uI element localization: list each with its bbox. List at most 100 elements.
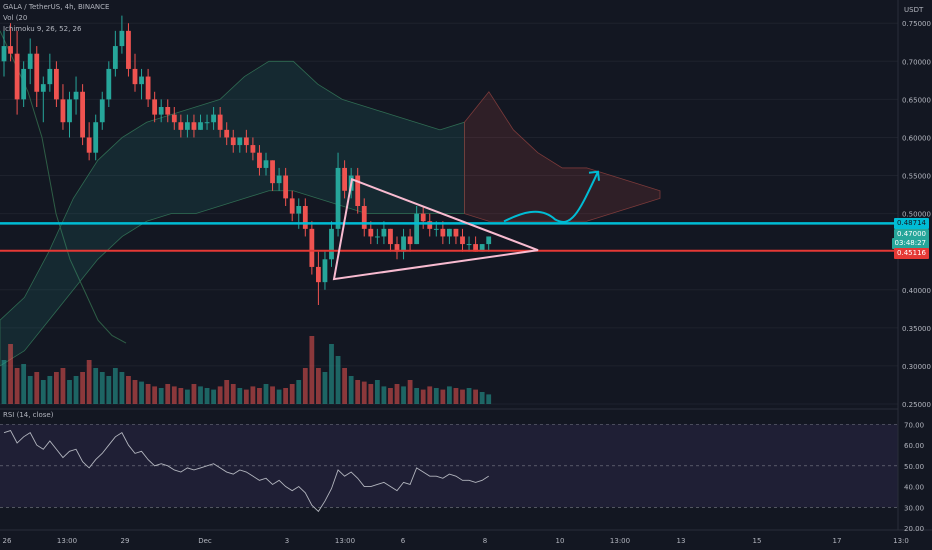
price-tick-label[interactable]: 0.35000 bbox=[902, 325, 931, 333]
price-axis-currency[interactable]: USDT bbox=[904, 6, 924, 14]
time-tick-label[interactable]: 13:00 bbox=[610, 537, 630, 545]
volume-bar bbox=[47, 376, 53, 404]
candle-body bbox=[394, 244, 400, 252]
candle-body bbox=[296, 206, 302, 214]
volume-bar bbox=[40, 380, 46, 404]
volume-bar bbox=[296, 380, 302, 404]
price-tick-label[interactable]: 0.25000 bbox=[902, 401, 931, 409]
volume-bar bbox=[257, 388, 262, 404]
rsi-tick-label[interactable]: 70.00 bbox=[904, 421, 924, 429]
volume-bar bbox=[316, 368, 321, 404]
volume-bar bbox=[198, 386, 203, 404]
volume-bar bbox=[60, 368, 66, 404]
ichimoku-legend[interactable]: Ichimoku 9, 26, 52, 26 bbox=[3, 25, 82, 33]
symbol-legend[interactable]: GALA / TetherUS, 4h, BINANCE bbox=[3, 3, 110, 11]
volume-bar bbox=[8, 344, 13, 404]
rsi-tick-label[interactable]: 50.00 bbox=[904, 463, 924, 471]
volume-bar bbox=[486, 394, 492, 404]
price-tick-label[interactable]: 0.30000 bbox=[902, 363, 931, 371]
volume-bar bbox=[106, 376, 112, 404]
rsi-tick-label[interactable]: 30.00 bbox=[904, 504, 924, 512]
countdown-badge: 03:48:27 bbox=[891, 238, 929, 250]
candle-body bbox=[67, 99, 72, 123]
volume-bar bbox=[224, 380, 230, 404]
volume-bar bbox=[329, 344, 334, 404]
time-tick-label[interactable]: 10 bbox=[556, 537, 565, 545]
price-tick-label[interactable]: 0.65000 bbox=[902, 96, 931, 104]
price-tick-label[interactable]: 0.55000 bbox=[902, 173, 931, 181]
volume-bar bbox=[80, 372, 85, 404]
volume-bar bbox=[348, 376, 354, 404]
candle-body bbox=[302, 206, 308, 229]
candle-body bbox=[158, 107, 164, 115]
rsi-line bbox=[3, 430, 489, 513]
volume-bar bbox=[263, 384, 269, 404]
candle-body bbox=[263, 160, 269, 168]
price-tick-label[interactable]: 0.70000 bbox=[902, 58, 931, 66]
candle-body bbox=[250, 145, 256, 153]
volume-bar bbox=[152, 386, 158, 404]
candle-body bbox=[237, 137, 243, 146]
price-tick-label[interactable]: 0.75000 bbox=[902, 20, 931, 28]
volume-bar bbox=[342, 368, 347, 404]
time-tick-label[interactable]: Dec bbox=[198, 537, 212, 545]
time-tick-label[interactable]: 3 bbox=[285, 537, 289, 545]
rsi-legend[interactable]: RSI (14, close) bbox=[3, 411, 54, 419]
volume-legend[interactable]: Vol (20 bbox=[3, 14, 28, 22]
time-tick-label[interactable]: 29 bbox=[121, 537, 130, 545]
candle-body bbox=[276, 175, 282, 184]
price-tick-label[interactable]: 0.60000 bbox=[902, 134, 931, 142]
time-tick-label[interactable]: 13:00 bbox=[57, 537, 77, 545]
volume-bar bbox=[381, 386, 387, 404]
candle-body bbox=[473, 244, 478, 252]
candle-body bbox=[152, 99, 158, 115]
candle-body bbox=[460, 236, 465, 245]
candle-body bbox=[368, 228, 374, 237]
volume-bar bbox=[93, 368, 99, 404]
price-tick-label[interactable]: 0.50000 bbox=[902, 211, 931, 219]
candle-body bbox=[211, 114, 216, 123]
candle-body bbox=[401, 236, 406, 252]
candle-body bbox=[40, 84, 46, 92]
candle-body bbox=[388, 228, 393, 245]
time-tick-label[interactable]: 8 bbox=[483, 537, 487, 545]
volume-bar bbox=[460, 389, 465, 404]
rsi-tick-label[interactable]: 60.00 bbox=[904, 442, 924, 450]
volume-bar bbox=[158, 388, 164, 404]
time-tick-label[interactable]: 13:00 bbox=[335, 537, 355, 545]
support-price-badge: 0.45116 bbox=[894, 247, 929, 259]
candle-body bbox=[54, 68, 59, 100]
candle-body bbox=[257, 152, 262, 168]
volume-bar bbox=[289, 384, 295, 404]
volume-bar bbox=[440, 389, 446, 404]
candle-body bbox=[99, 99, 105, 123]
candle-body bbox=[361, 206, 367, 229]
candle-body bbox=[479, 244, 485, 252]
volume-bar bbox=[335, 356, 341, 404]
candle-body bbox=[407, 236, 413, 245]
candle-body bbox=[165, 107, 171, 115]
candle-body bbox=[335, 167, 341, 229]
volume-bar bbox=[1, 360, 7, 404]
time-tick-label[interactable]: 13 bbox=[677, 537, 686, 545]
time-tick-label[interactable]: 17 bbox=[833, 537, 842, 545]
price-tick-label[interactable]: 0.40000 bbox=[902, 287, 931, 295]
candle-body bbox=[486, 236, 492, 245]
time-tick-label[interactable]: 13:0 bbox=[893, 537, 909, 545]
candle-body bbox=[171, 114, 177, 123]
candle-body bbox=[185, 122, 190, 130]
candle-body bbox=[14, 53, 20, 100]
rsi-tick-label[interactable]: 20.00 bbox=[904, 525, 924, 533]
forecast-arrow bbox=[503, 171, 599, 223]
candle-body bbox=[230, 137, 236, 146]
time-tick-label[interactable]: 6 bbox=[401, 537, 406, 545]
rsi-tick-label[interactable]: 40.00 bbox=[904, 484, 924, 492]
time-tick-label[interactable]: 15 bbox=[753, 537, 762, 545]
volume-bar bbox=[67, 380, 72, 404]
volume-bar bbox=[322, 372, 328, 404]
time-tick-label[interactable]: 26 bbox=[3, 537, 12, 545]
candle-body bbox=[191, 122, 197, 130]
candle-body bbox=[112, 46, 118, 69]
